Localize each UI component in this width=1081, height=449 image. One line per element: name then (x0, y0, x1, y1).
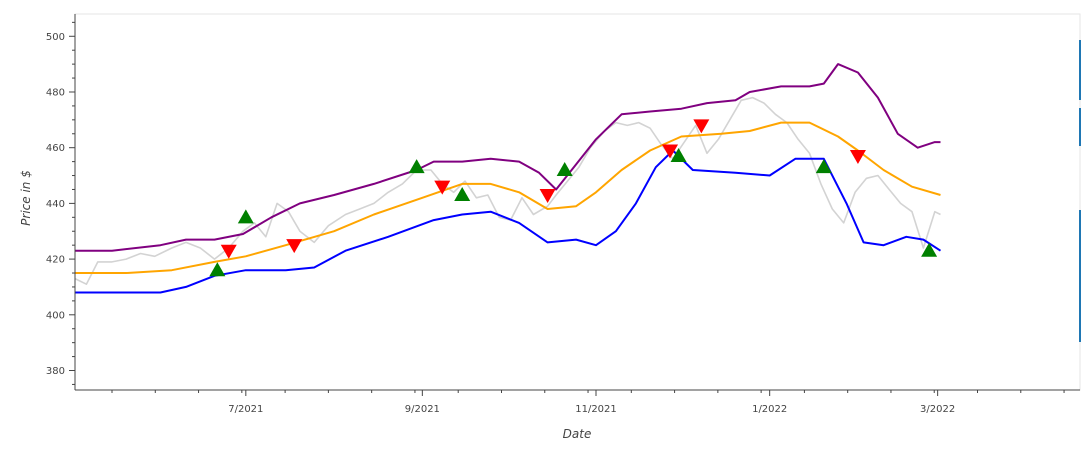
x-axis-title: Date (563, 427, 592, 441)
buy-signal-marker (670, 148, 687, 163)
x-tick-label: 9/2021 (405, 404, 440, 415)
buy-signal-marker (921, 242, 938, 257)
sell-signal-marker (286, 239, 303, 254)
y-tick-label: 460 (46, 143, 65, 154)
x-tick-label: 11/2021 (575, 404, 617, 415)
plot-frame (74, 13, 1081, 391)
right-edge-bar (1079, 108, 1081, 146)
axes: 380 400 420 440 460 480 500 7/2021 9/2021 11/2021… (46, 14, 1080, 415)
sell-signal-marker (539, 189, 556, 204)
buy-signal-marker (408, 159, 425, 174)
signals-layer (209, 119, 938, 277)
right-edge-bar (1079, 40, 1081, 100)
x-tick-label: 3/2022 (920, 404, 955, 415)
buy-signal-marker (237, 209, 254, 224)
y-tick-label: 380 (46, 366, 65, 377)
right-edge-bar (1079, 210, 1081, 342)
x-tick-label: 7/2021 (228, 404, 263, 415)
sell-signal-marker (662, 144, 679, 159)
y-tick-label: 400 (46, 310, 65, 321)
lower-line (75, 149, 942, 294)
y-tick-label: 420 (46, 255, 65, 266)
x-tick-label: 1/2022 (752, 404, 787, 415)
sell-signal-marker (434, 180, 451, 195)
sell-signal-marker (220, 244, 237, 259)
middle-line (75, 121, 941, 274)
y-tick-label: 500 (46, 32, 65, 43)
y-tick-label: 480 (46, 87, 65, 98)
buy-signal-marker (209, 262, 226, 277)
buy-signal-marker (815, 159, 832, 174)
y-axis-title: Price in $ (19, 170, 33, 226)
y-tick-label: 440 (46, 199, 65, 210)
upper-line (75, 63, 941, 252)
buy-signal-marker (454, 187, 471, 202)
sell-signal-marker (693, 119, 710, 134)
buy-signal-marker (556, 161, 573, 176)
price-line (74, 96, 941, 285)
sell-signal-marker (849, 150, 866, 165)
plot-area (74, 13, 1081, 391)
